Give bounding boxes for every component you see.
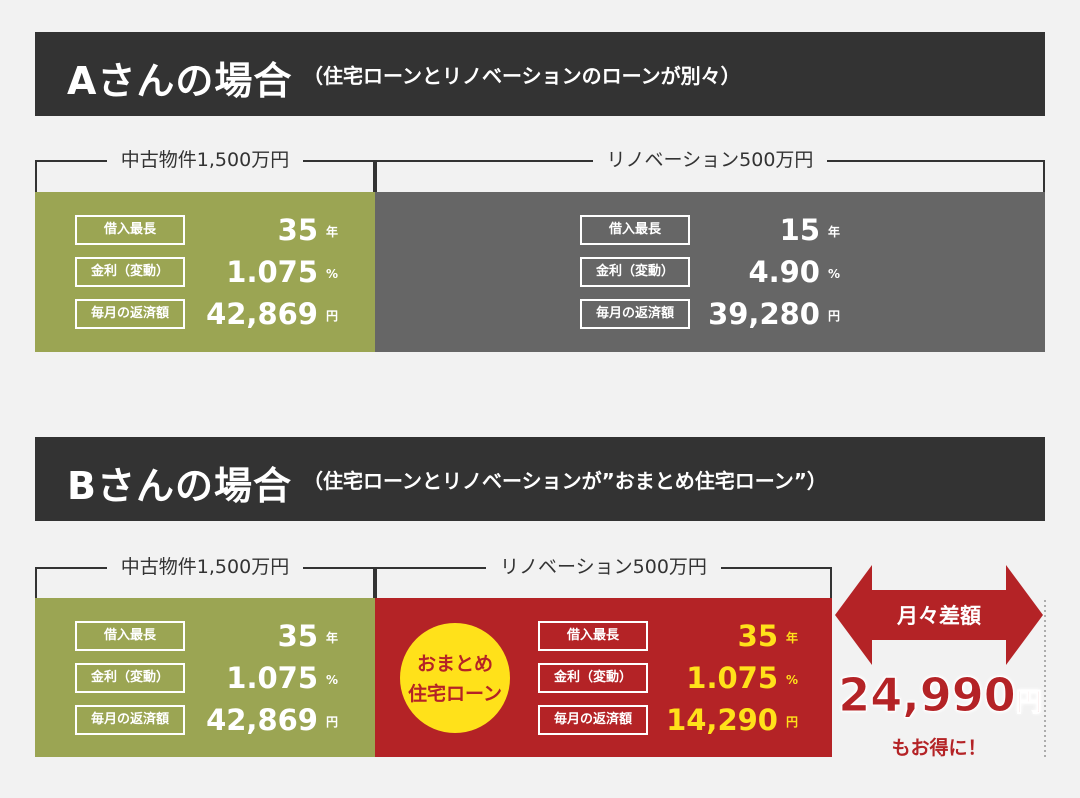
row-value: 42,869 [206,297,318,331]
row-unit: 年 [326,631,339,645]
row-value: 15 [779,213,820,247]
block-header: リノベーション500万円 [486,556,721,578]
row-label: 毎月の返済額 [538,705,648,735]
savings-note: もお得に！ [891,737,987,759]
row-value: 35 [737,619,778,653]
row-label: 借入最長 [538,621,648,651]
row-label: 金利（変動） [75,257,185,287]
section-subtitle: （住宅ローンとリノベーションが”おまとめ住宅ローン”） [303,469,827,493]
row-label: 金利（変動） [538,663,648,693]
row-label: 借入最長 [580,215,690,245]
block-header: リノベーション500万円 [592,149,828,171]
row-unit: % [326,267,339,281]
block-header-wrap: 中古物件1,500万円 [35,147,375,173]
row-value: 42,869 [206,703,318,737]
section-header: Aさんの場合 （住宅ローンとリノベーションのローンが別々） [35,32,1045,116]
row-unit: % [326,673,339,687]
row-unit: 円 [326,309,339,323]
row-value: 4.90 [748,255,820,289]
row-label: 毎月の返済額 [580,299,690,329]
block-header-wrap: リノベーション500万円 [375,554,832,580]
section-header: Bさんの場合 （住宅ローンとリノベーションが”おまとめ住宅ローン”） [35,437,1045,521]
row-label: 借入最長 [75,621,185,651]
block-header-wrap: リノベーション500万円 [375,147,1045,173]
double-arrow [835,565,1043,665]
badge: おまとめ 住宅ローン [400,623,510,733]
row-unit: 年 [828,225,841,239]
row-value: 39,280 [708,297,820,331]
block: 借入最長 35 年金利（変動） 1.075% 毎月の返済額 42,869 円 [35,192,375,352]
savings-amount-wrap: 24,990円 [820,668,1060,723]
row-unit: 円 [326,715,339,729]
section-subtitle: （住宅ローンとリノベーションのローンが別々） [303,64,741,88]
savings-unit: 円 [1015,688,1042,719]
row-unit: % [786,673,799,687]
row-value: 1.075 [226,661,318,695]
row-label: 金利（変動） [580,257,690,287]
row-unit: % [828,267,841,281]
section-title: Bさんの場合 [67,464,292,508]
badge-text: 住宅ローン [407,683,503,705]
row-unit: 年 [786,631,799,645]
block: 借入最長 15 年金利（変動） 4.90% 毎月の返済額 39,280 円 [375,192,1045,352]
row-value: 35 [277,619,318,653]
row-label: 毎月の返済額 [75,299,185,329]
badge-text: おまとめ [416,653,493,675]
row-value: 14,290 [666,703,778,737]
section-title: Aさんの場合 [67,59,293,103]
row-label: 金利（変動） [75,663,185,693]
savings-label: 月々差額 [897,604,981,628]
row-label: 毎月の返済額 [75,705,185,735]
row-value: 1.075 [226,255,318,289]
row-label: 借入最長 [75,215,185,245]
row-unit: 円 [828,309,841,323]
row-unit: 円 [786,715,799,729]
row-unit: 年 [326,225,339,239]
block-header-wrap: 中古物件1,500万円 [35,554,375,580]
row-value: 1.075 [686,661,778,695]
block-header: 中古物件1,500万円 [106,556,304,578]
block: 借入最長 35 年金利（変動） 1.075% 毎月の返済額 42,869 円 [35,598,375,757]
block: おまとめ 住宅ローン 借入最長 35 年金利（変動） 1.075% 毎月の返済額 14,290… [375,598,832,757]
row-value: 35 [277,213,318,247]
block-header: 中古物件1,500万円 [106,149,304,171]
savings-amount: 24,990 [838,668,1017,723]
